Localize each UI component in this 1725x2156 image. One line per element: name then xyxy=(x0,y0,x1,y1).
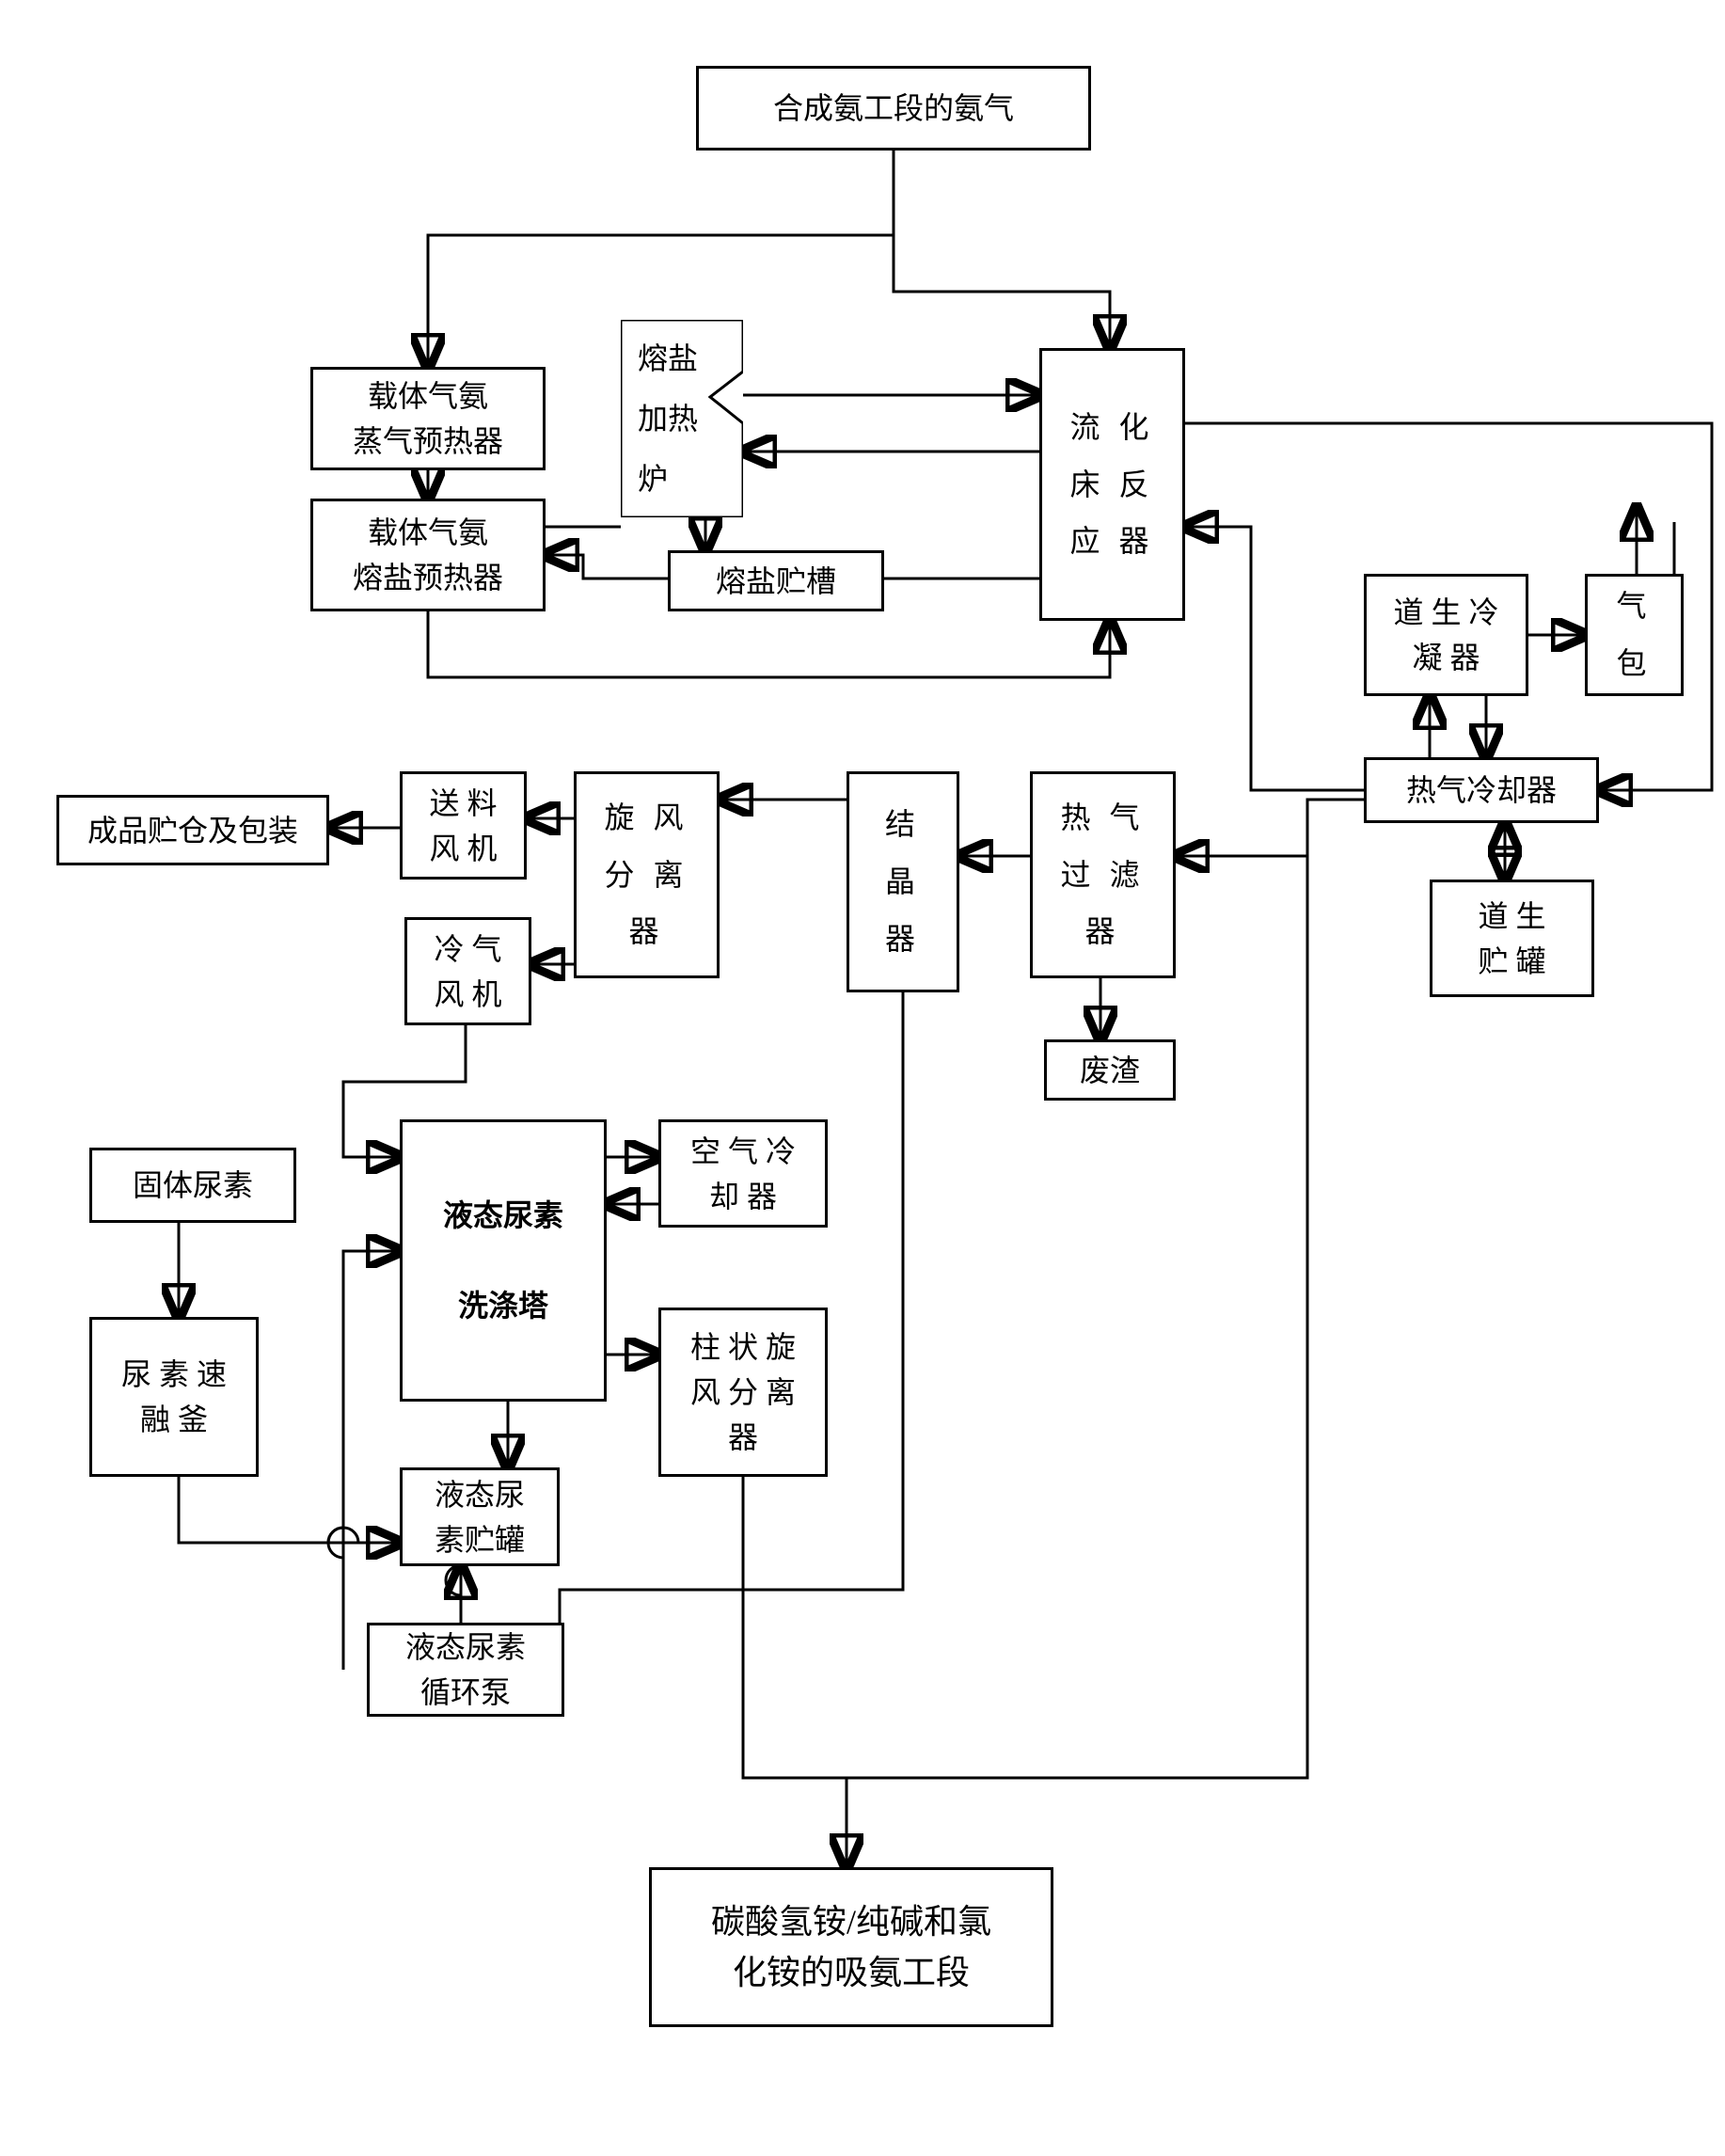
node-hotgas-filter: 热 气过 滤器 xyxy=(1030,771,1176,978)
node-liquid-urea-tank: 液态尿素贮罐 xyxy=(400,1467,560,1566)
node-crystallizer: 结晶器 xyxy=(847,771,959,992)
node-steam-drum: 气包 xyxy=(1585,574,1684,696)
node-waste: 废渣 xyxy=(1044,1039,1176,1101)
node-liquid-urea-pump: 液态尿素循环泵 xyxy=(367,1623,564,1717)
node-coolair-fan: 冷 气风 机 xyxy=(404,917,531,1025)
node-fluidized-reactor: 流 化床 反应 器 xyxy=(1039,348,1185,621)
node-urea-melter: 尿 素 速融 釜 xyxy=(89,1317,259,1477)
node-salt-furnace: 熔盐加热炉 xyxy=(621,320,743,517)
node-cyclone: 旋 风分 离器 xyxy=(574,771,720,978)
node-urea-scrubber: 液态尿素洗涤塔 xyxy=(400,1119,607,1402)
node-feed-fan: 送 料风 机 xyxy=(400,771,527,880)
node-dowtherm-tank: 道 生贮 罐 xyxy=(1430,880,1594,997)
node-steam-preheater: 载体气氨蒸气预热器 xyxy=(310,367,546,470)
flowchart-canvas: 合成氨工段的氨气 载体气氨蒸气预热器 载体气氨熔盐预热器 熔盐加热炉 熔盐贮槽 … xyxy=(19,19,1725,2137)
node-salt-tank: 熔盐贮槽 xyxy=(668,550,884,611)
node-air-cooler: 空 气 冷却 器 xyxy=(658,1119,828,1228)
node-salt-preheater: 载体气氨熔盐预热器 xyxy=(310,499,546,611)
node-ammonia-source: 合成氨工段的氨气 xyxy=(696,66,1091,151)
node-column-cyclone: 柱 状 旋风 分 离器 xyxy=(658,1308,828,1477)
node-dowtherm-condenser: 道 生 冷凝 器 xyxy=(1364,574,1528,696)
node-hotgas-cooler: 热气冷却器 xyxy=(1364,757,1599,823)
node-absorption-section: 碳酸氢铵/纯碱和氯化铵的吸氨工段 xyxy=(649,1867,1053,2027)
edge-layer xyxy=(19,19,1725,2137)
node-product-storage: 成品贮仓及包装 xyxy=(56,795,329,865)
node-solid-urea: 固体尿素 xyxy=(89,1148,296,1223)
